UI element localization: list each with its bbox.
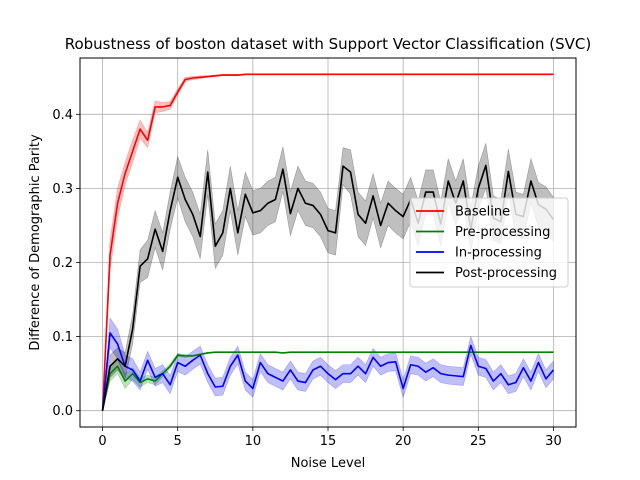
legend-box	[409, 197, 569, 288]
x-tick-label: 25	[470, 434, 487, 449]
x-tick-label: 0	[98, 434, 106, 449]
x-tick-label: 15	[320, 434, 337, 449]
x-tick-label: 5	[174, 434, 182, 449]
legend: Baseline Pre-processing In-processing Post-…	[409, 197, 569, 288]
x-axis-label: Noise Level	[291, 456, 366, 471]
y-tick-label: 0.0	[52, 404, 73, 419]
y-tick-label: 0.4	[52, 108, 73, 123]
series-line-in-processing	[101, 332, 555, 411]
x-tick-label: 10	[245, 434, 262, 449]
legend-label: In-processing	[455, 246, 542, 261]
series-lines	[101, 73, 555, 411]
x-tick-label: 20	[395, 434, 412, 449]
x-tick-label: 30	[545, 434, 562, 449]
chart-title: Robustness of boston dataset with Suppor…	[65, 35, 592, 53]
series-line-baseline	[101, 73, 554, 411]
series-line-post-processing	[101, 164, 555, 411]
series-line-pre-processing	[101, 351, 554, 411]
axis-ticks: 0 5 10 15 20 25 30 0.0 0.1 0.2 0.3 0.4	[52, 108, 561, 449]
y-tick-label: 0.3	[52, 182, 73, 197]
legend-label: Baseline	[455, 205, 510, 220]
y-axis-label: Difference of Demographic Parity	[28, 134, 43, 351]
legend-label: Post-processing	[455, 266, 557, 281]
legend-label: Pre-processing	[455, 225, 550, 240]
y-tick-label: 0.2	[52, 256, 73, 271]
y-tick-label: 0.1	[52, 330, 73, 345]
